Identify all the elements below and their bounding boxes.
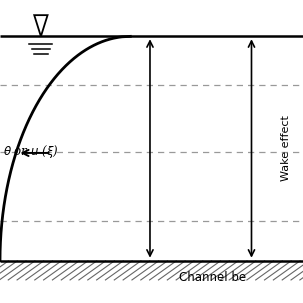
Text: $\theta$ or $u$ ($\xi$): $\theta$ or $u$ ($\xi$) bbox=[3, 143, 59, 160]
Text: Wake effect: Wake effect bbox=[281, 115, 291, 181]
Text: Channel be: Channel be bbox=[178, 271, 246, 284]
Polygon shape bbox=[34, 15, 48, 36]
